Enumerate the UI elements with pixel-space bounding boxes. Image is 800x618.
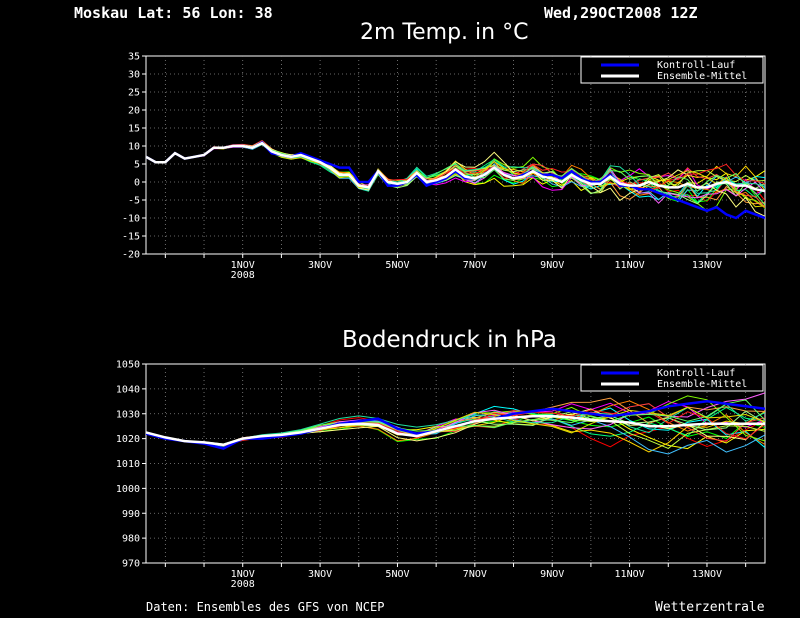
pressure-legend-mean-label: Ensemble-Mittel: [657, 379, 747, 390]
pressure-y-tick-label: 980: [122, 534, 140, 545]
temp-x-tick-sublabel: 2008: [231, 270, 255, 281]
temp-member-line: [146, 142, 765, 205]
pressure-y-tick-label: 970: [122, 559, 140, 570]
pressure-chart: 970 980 990 1000 1010 1020 1030 1040 1050 1NOV200…: [116, 360, 766, 590]
temp-y-tick-label: -20: [122, 250, 140, 261]
pressure-x-tick-label: 1NOV: [231, 569, 255, 580]
pressure-y-tick-label: 1000: [116, 484, 140, 495]
pressure-y-tick-label: 1010: [116, 459, 140, 470]
pressure-x-tick-label: 9NOV: [540, 569, 564, 580]
pressure-y-tick-label: 1030: [116, 409, 140, 420]
temp-x-tick-label: 11NOV: [615, 260, 645, 271]
temp-plot-frame: [145, 55, 766, 255]
temp-x-tick-label: 13NOV: [692, 260, 722, 271]
temp-member-line: [146, 139, 765, 208]
temp-y-tick-label: 0: [134, 178, 140, 189]
temp-legend-control-label: Kontroll-Lauf: [657, 60, 735, 71]
temp-y-tick-label: -5: [128, 196, 140, 207]
data-source-note: Daten: Ensembles des GFS von NCEP: [146, 600, 385, 614]
temp-y-tick-label: 25: [128, 88, 140, 99]
temp-series-group: [146, 139, 765, 220]
pressure-x-tick-label: 7NOV: [463, 569, 487, 580]
temp-legend-mean-label: Ensemble-Mittel: [657, 71, 747, 82]
pressure-x-tick-label: 3NOV: [308, 569, 332, 580]
temp-member-line: [146, 141, 765, 217]
pressure-chart-title: Bodendruck in hPa: [342, 327, 557, 353]
pressure-x-tick-label: 13NOV: [692, 569, 722, 580]
temperature-chart-title: 2m Temp. in °C: [360, 20, 529, 45]
temp-y-tick-label: -15: [122, 232, 140, 243]
temp-x-tick-label: 7NOV: [463, 260, 487, 271]
location-header: Moskau Lat: 56 Lon: 38: [74, 4, 273, 22]
temp-x-tick-label: 5NOV: [385, 260, 409, 271]
temp-mean-line: [146, 141, 765, 193]
temp-x-tick-label: 1NOV: [231, 260, 255, 271]
pressure-x-tick-label: 11NOV: [615, 569, 645, 580]
temp-y-tick-label: 30: [128, 70, 140, 81]
temp-x-tick-label: 3NOV: [308, 260, 332, 271]
temp-x-tick-label: 9NOV: [540, 260, 564, 271]
temp-y-tick-label: -10: [122, 214, 140, 225]
temp-legend-box: [580, 56, 764, 84]
pressure-x-tick-label: 5NOV: [385, 569, 409, 580]
pressure-y-tick-label: 1040: [116, 384, 140, 395]
brand-label: Wetterzentrale: [655, 600, 765, 615]
pressure-y-tick-label: 1020: [116, 434, 140, 445]
temp-y-tick-label: 20: [128, 106, 140, 117]
pressure-legend-box: [580, 364, 764, 392]
run-time-header: Wed,29OCT2008 12Z: [544, 4, 698, 22]
temp-y-tick-label: 15: [128, 124, 140, 135]
pressure-mean-line: [146, 414, 765, 447]
temp-y-tick-label: 35: [128, 52, 140, 63]
pressure-legend-control-label: Kontroll-Lauf: [657, 368, 735, 379]
pressure-y-tick-label: 990: [122, 509, 140, 520]
temp-y-tick-label: 10: [128, 142, 140, 153]
pressure-series-group: [146, 392, 765, 455]
pressure-y-tick-label: 1050: [116, 360, 140, 371]
pressure-x-tick-sublabel: 2008: [231, 579, 255, 590]
temp-y-tick-label: 5: [134, 160, 140, 171]
